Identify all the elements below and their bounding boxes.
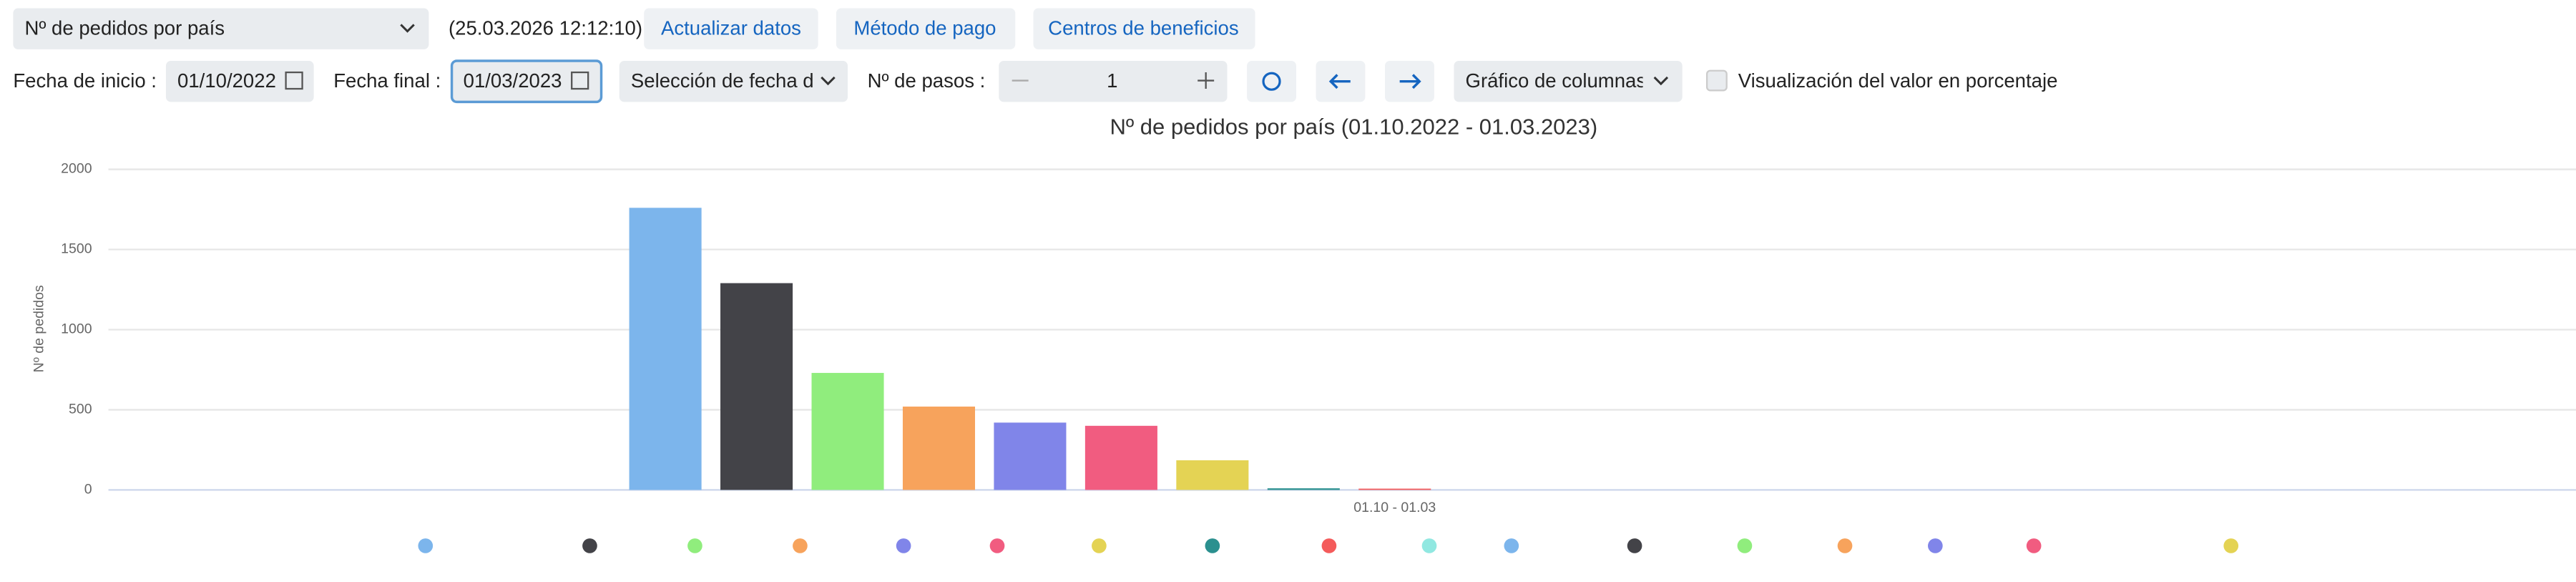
bar xyxy=(1358,488,1431,490)
legend-marker xyxy=(418,538,434,553)
legend-marker xyxy=(687,538,702,553)
y-tick-label: 1500 xyxy=(61,241,92,257)
bar xyxy=(1084,425,1157,490)
legend-marker xyxy=(1205,538,1220,553)
plus[interactable] xyxy=(1198,72,1215,89)
chevron xyxy=(400,24,415,33)
legend-marker xyxy=(1837,538,1853,553)
legend-marker xyxy=(1504,538,1519,553)
legend-marker xyxy=(2223,538,2239,553)
button[interactable] xyxy=(836,8,1016,49)
bar xyxy=(994,422,1067,490)
refresh-button[interactable] xyxy=(1247,60,1296,102)
arrow-right xyxy=(1399,74,1421,89)
legend-marker xyxy=(1928,538,1943,553)
bar xyxy=(1267,488,1340,490)
legend-marker xyxy=(1737,538,1753,553)
bar xyxy=(1176,460,1249,490)
report-name: Nº de pedidos por país xyxy=(24,17,225,39)
legend-marker xyxy=(582,538,597,553)
chevron xyxy=(821,76,836,86)
report-select[interactable] xyxy=(13,8,429,49)
calendar-icon xyxy=(571,71,589,90)
start-label: Fecha de inicio : xyxy=(13,69,157,92)
button[interactable] xyxy=(644,8,818,49)
steps-label: Nº de pasos : xyxy=(868,69,986,92)
end-date: 01/03/2023 xyxy=(464,69,562,92)
chart-title: Nº de pedidos por país (01.10.2022 - 01.… xyxy=(1110,114,1597,139)
y-tick-label: 500 xyxy=(69,402,92,417)
legend-marker xyxy=(2026,538,2042,553)
start-input[interactable] xyxy=(165,60,314,102)
chart-type-select[interactable] xyxy=(1454,60,1683,102)
date-selection: Selección de fecha d xyxy=(631,69,814,92)
y-tick-label: 0 xyxy=(84,482,92,498)
y-tick-label: 2000 xyxy=(61,161,92,177)
percent-label: Visualización del valor en porcentaje xyxy=(1738,69,2058,92)
chart-type: Gráfico de columnas xyxy=(1466,69,1647,92)
percent-checkbox[interactable] xyxy=(1705,69,1728,92)
arrow-left xyxy=(1328,74,1351,89)
date-select[interactable] xyxy=(619,60,848,102)
legend-marker xyxy=(1627,538,1642,553)
legend-marker xyxy=(1421,538,1437,553)
steps: 1 xyxy=(1107,69,1117,92)
y-axis-label: Nº de pedidos xyxy=(31,285,46,372)
button-label: Actualizar datos xyxy=(661,17,801,39)
chevron xyxy=(1653,76,1669,86)
refresh-icon xyxy=(1262,72,1281,91)
timestamp: (25.03.2026 12:12:10) xyxy=(449,17,642,39)
legend-marker xyxy=(793,538,808,553)
calendar-icon xyxy=(285,71,303,90)
legend-marker xyxy=(1092,538,1107,553)
legend-marker xyxy=(989,538,1005,553)
legend-marker xyxy=(896,538,911,553)
x-tick-label: 01.10 - 01.03 xyxy=(1353,500,1436,515)
start-date: 01/10/2022 xyxy=(177,69,276,92)
bar xyxy=(629,208,702,490)
button-label: Centros de beneficios xyxy=(1048,17,1238,39)
button-label: Método de pago xyxy=(853,17,996,39)
bar xyxy=(811,372,884,490)
bar xyxy=(902,406,976,490)
bar xyxy=(720,283,793,490)
legend-marker xyxy=(1321,538,1337,553)
y-tick-label: 1000 xyxy=(61,321,92,337)
end-input[interactable] xyxy=(450,59,603,104)
button[interactable] xyxy=(1033,8,1255,49)
steps-input[interactable] xyxy=(999,60,1228,102)
end-label: Fecha final : xyxy=(333,69,441,92)
